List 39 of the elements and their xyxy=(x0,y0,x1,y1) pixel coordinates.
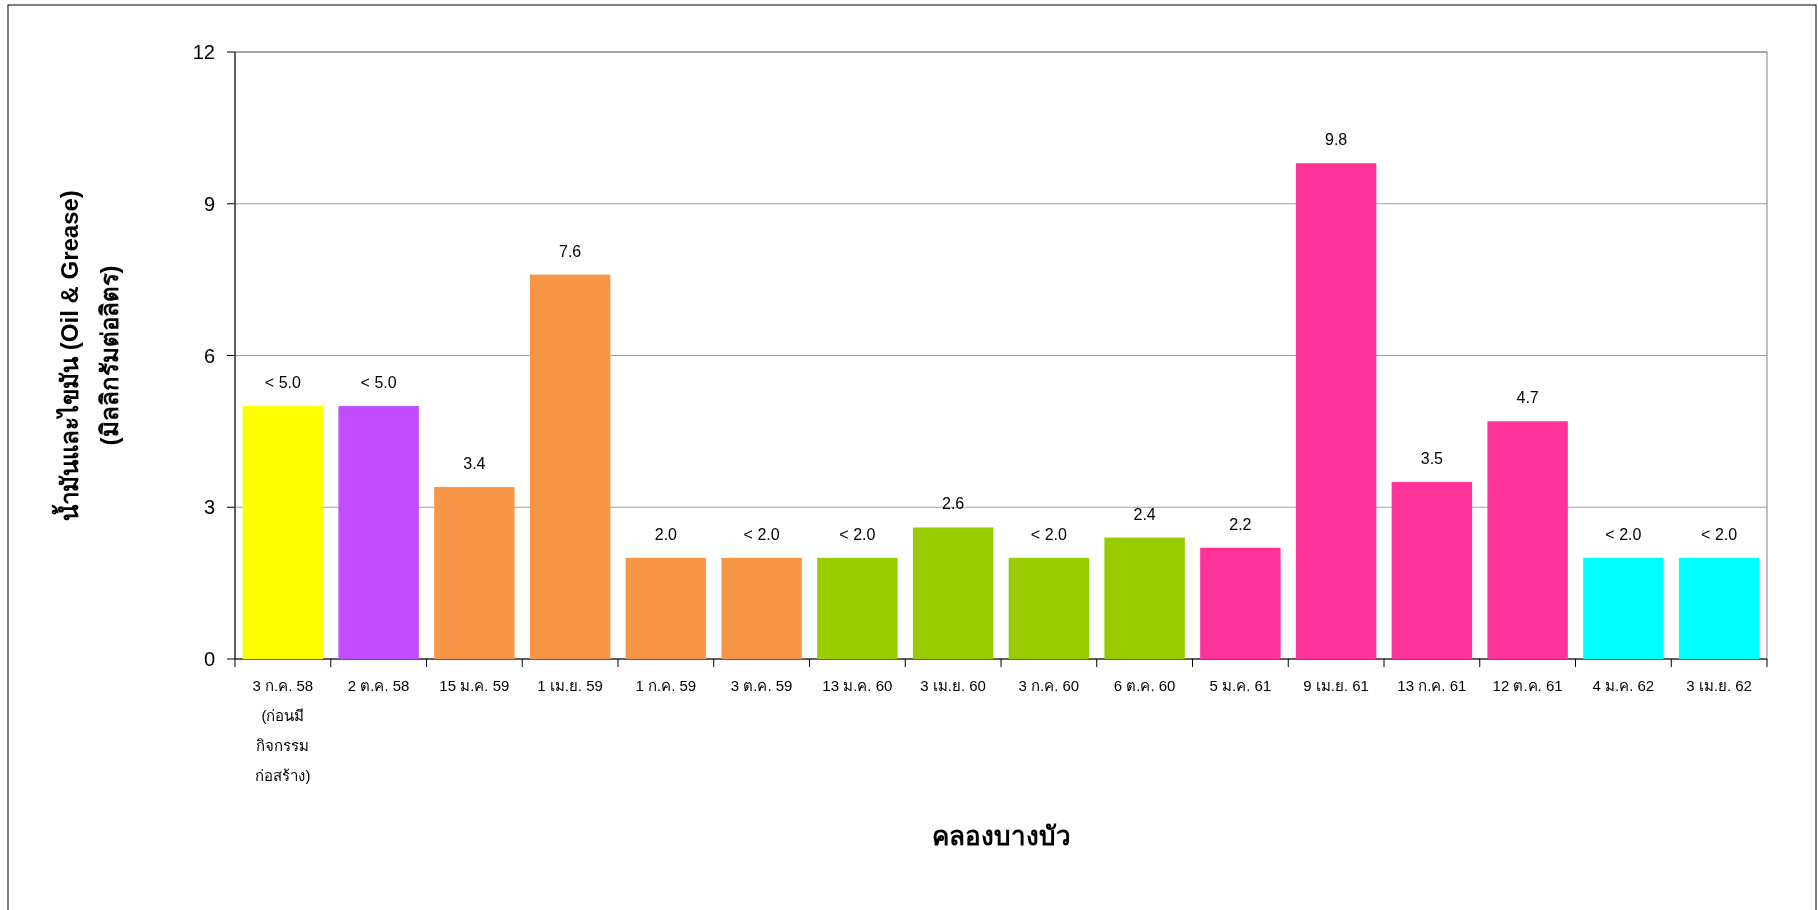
x-tick-label: 9 เม.ย. 61 xyxy=(1303,677,1369,694)
x-tick-label: 13 ม.ค. 60 xyxy=(822,677,893,694)
y-tick-label: 3 xyxy=(203,496,215,519)
data-label: < 2.0 xyxy=(743,525,780,543)
data-label: 4.7 xyxy=(1516,389,1539,407)
y-axis-title: น้ำมันและไขมัน (Oil & Grease) (มิลลิกรัมต่อลิตร) xyxy=(51,190,123,521)
data-label: < 2.0 xyxy=(1605,525,1642,543)
data-label: < 2.0 xyxy=(839,525,876,543)
x-tick-label: 12 ต.ค. 61 xyxy=(1492,677,1563,694)
x-tick-label: 3 ก.ค. 58 (ก่อนมี กิจกรรม ก่อสร้าง) xyxy=(252,677,314,784)
y-tick-label: 6 xyxy=(203,344,215,367)
data-label: < 5.0 xyxy=(360,374,397,392)
data-label: 7.6 xyxy=(559,242,582,260)
data-label: 3.4 xyxy=(463,455,486,473)
data-label: 3.5 xyxy=(1420,449,1444,467)
x-tick-label: 3 เม.ย. 60 xyxy=(920,677,986,694)
x-tick-label: 3 เม.ย. 62 xyxy=(1686,677,1752,694)
x-tick-label: 3 ก.ค. 60 xyxy=(1018,677,1080,694)
data-label: < 5.0 xyxy=(264,374,301,392)
y-tick-label: 0 xyxy=(203,648,215,670)
x-tick-label: 6 ต.ค. 60 xyxy=(1113,677,1176,694)
x-tick-label: 2 ต.ค. 58 xyxy=(347,677,410,694)
x-tick-label: 15 ม.ค. 59 xyxy=(439,677,510,694)
x-tick-label: 1 เม.ย. 59 xyxy=(537,677,603,694)
x-tick-label: 13 ก.ค. 61 xyxy=(1397,677,1467,694)
x-tick-label: 3 ต.ค. 59 xyxy=(730,677,793,694)
y-tick-label: 12 xyxy=(192,41,215,63)
data-label: 2.6 xyxy=(942,495,965,513)
x-tick-label: 5 ม.ค. 61 xyxy=(1209,677,1272,694)
y-tick-label: 9 xyxy=(203,192,215,215)
x-tick-label: 4 ม.ค. 62 xyxy=(1592,677,1655,694)
x-axis-title: คลองบางบัว xyxy=(931,821,1071,851)
data-label: 2.4 xyxy=(1133,505,1156,523)
data-label: 2.0 xyxy=(654,525,678,543)
data-label: < 2.0 xyxy=(1701,525,1738,543)
data-label: 9.8 xyxy=(1325,131,1348,149)
x-tick-label: 1 ก.ค. 59 xyxy=(635,677,697,694)
data-label: 2.2 xyxy=(1229,515,1252,533)
data-label: < 2.0 xyxy=(1030,525,1067,543)
